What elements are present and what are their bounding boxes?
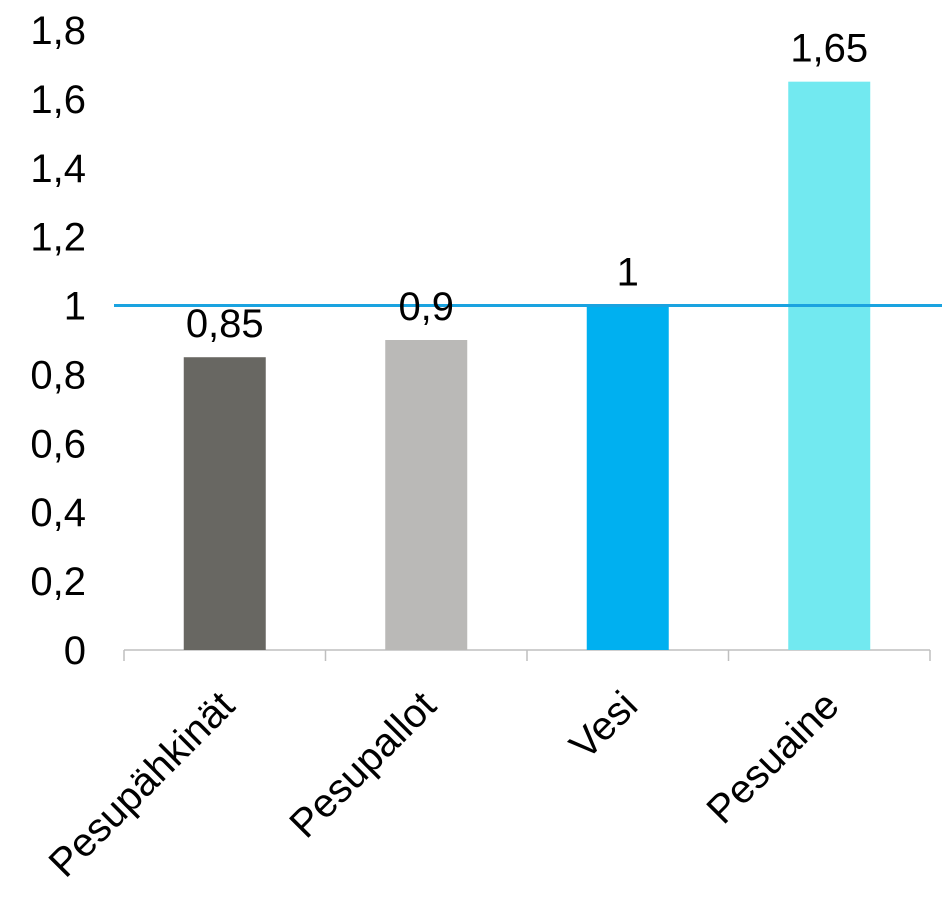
data-label: 0,85 bbox=[186, 302, 264, 346]
category-label: Pesupähkinät bbox=[41, 683, 244, 886]
data-labels: 0,85 0,9 1 1,65 bbox=[186, 27, 868, 347]
y-tick-label: 1,4 bbox=[30, 147, 86, 191]
bar-1 bbox=[183, 357, 266, 650]
y-tick-label: 0,8 bbox=[30, 353, 86, 397]
y-axis: 0 0,2 0,4 0,6 0,8 1 1,2 1,4 1,6 1,8 bbox=[30, 9, 86, 673]
bar-4 bbox=[788, 81, 871, 650]
category-label: Vesi bbox=[562, 683, 647, 768]
bars bbox=[183, 81, 871, 650]
x-axis bbox=[123, 649, 931, 661]
category-label: Pesupallot bbox=[281, 683, 444, 846]
category-label: Pesuaine bbox=[699, 683, 848, 832]
y-tick-label: 1,8 bbox=[30, 9, 86, 53]
y-tick-label: 0,6 bbox=[30, 422, 86, 466]
y-tick-label: 0,4 bbox=[30, 491, 86, 535]
data-label: 0,9 bbox=[398, 285, 454, 329]
y-tick-label: 1,6 bbox=[30, 78, 86, 122]
data-label: 1,65 bbox=[790, 27, 868, 71]
category-labels: Pesupähkinät Pesupallot Vesi Pesuaine bbox=[41, 683, 848, 886]
y-tick-label: 1,2 bbox=[30, 216, 86, 260]
y-tick-label: 0,2 bbox=[30, 560, 86, 604]
bar-3 bbox=[586, 305, 669, 650]
bar-2 bbox=[385, 340, 468, 650]
y-tick-label: 0 bbox=[64, 629, 86, 673]
y-tick-label: 1 bbox=[64, 285, 86, 329]
data-label: 1 bbox=[617, 251, 639, 295]
